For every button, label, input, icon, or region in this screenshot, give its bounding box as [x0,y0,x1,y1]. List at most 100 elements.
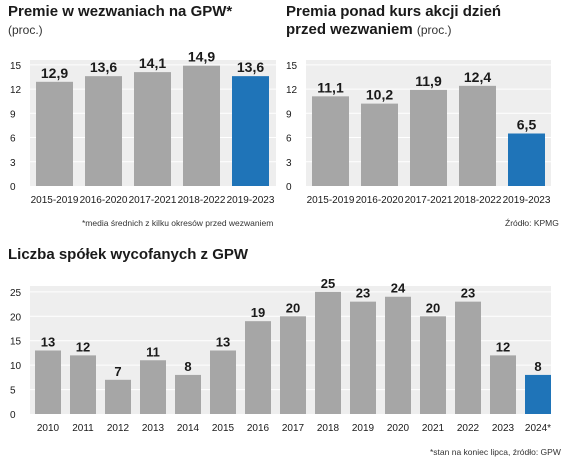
chart3-x-tick-label: 2011 [72,423,94,434]
chart2-bar [459,85,496,186]
chart3-x-tick-label: 2014 [177,423,200,434]
chart1-bar [85,76,122,186]
chart2-data-label: 11,9 [415,73,442,89]
chart2-bar [361,103,398,186]
chart1-x-tick-label: 2018-2022 [178,195,226,206]
chart3-bar [245,321,271,414]
chart2-x-tick-label: 2015-2019 [307,195,355,206]
chart1-bar [134,72,171,186]
chart3-data-label: 23 [356,286,370,301]
chart3-bar [140,360,166,414]
chart3-bar [210,350,236,414]
chart1-x-tick-label: 2017-2021 [129,195,177,206]
chart2-title-line1: Premia ponad kurs akcji dzień [286,3,502,20]
chart3-data-label: 20 [286,300,300,315]
chart1-y-tick-label: 12 [10,85,22,96]
chart2-data-label: 10,2 [366,87,393,103]
chart1-title-text: Premie w wezwaniach na GPW* [8,3,233,20]
chart2-x-tick-label: 2017-2021 [405,195,453,206]
chart3-x-tick-label: 2022 [457,423,480,434]
chart1-bar [36,81,73,186]
chart2-x-tick-label: 2019-2023 [503,195,551,206]
chart3-data-label: 24 [391,281,406,296]
chart1-title: Premie w wezwaniach na GPW* [8,3,232,21]
chart2-data-label: 12,4 [464,69,491,85]
chart3-bar [385,296,411,414]
chart3-x-tick-label: 2013 [142,423,165,434]
chart2-y-tick-label: 6 [286,134,292,145]
chart3-data-label: 13 [216,334,230,349]
chart2-unit: (proc.) [416,23,452,37]
chart3-data-label: 20 [426,300,440,315]
chart1-unit-row: (proc.) [8,21,43,39]
chart3-bar [315,291,341,414]
chart1-unit: (proc.) [8,23,43,37]
chart3-data-label: 8 [184,359,191,374]
chart3-data-label: 11 [146,344,160,359]
chart2-y-tick-label: 3 [286,158,292,169]
chart1-data-label: 14,1 [139,55,166,71]
chart3-x-tick-label: 2012 [107,423,130,434]
chart1-y-tick-label: 3 [10,158,16,169]
chart3-data-label: 13 [41,334,55,349]
chart2-title-row2: przed wezwaniem (proc.) [286,21,452,39]
chart2-note: Źródło: KPMG [505,218,559,228]
chart3-title: Liczba spółek wycofanych z GPW [8,246,248,264]
chart1-data-label: 13,6 [237,59,264,75]
chart3-bar [420,316,446,414]
chart3-x-tick-label: 2023 [492,423,515,434]
chart1-y-tick-label: 6 [10,134,16,145]
chart3-bar [105,379,131,414]
chart3-note: *stan na koniec lipca, źródło: GPW [430,447,561,457]
chart3-bar [350,301,376,414]
chart2-bar [410,89,447,186]
chart3-bar [35,350,61,414]
chart3-bar [490,355,516,414]
chart3-data-label: 12 [496,339,510,354]
chart3-y-tick-label: 15 [10,337,22,348]
chart2-x-tick-label: 2016-2020 [356,195,404,206]
chart1-bar [183,65,220,186]
chart3-bar [280,316,306,414]
chart3-data-label: 25 [321,276,335,291]
chart1-x-tick-label: 2019-2023 [227,195,275,206]
chart1-data-label: 14,9 [188,49,215,65]
chart2-y-tick-label: 9 [286,109,292,120]
chart3-x-tick-label: 2018 [317,423,340,434]
chart3-data-label: 8 [534,359,541,374]
chart3-data-label: 23 [461,286,475,301]
chart3-x-tick-label: 2019 [352,423,375,434]
chart3-y-tick-label: 25 [10,288,22,299]
chart2-y-tick-label: 0 [286,182,292,193]
chart3-data-label: 19 [251,305,265,320]
chart1-note: *media średnich z kilku okresów przed we… [82,218,274,228]
chart3-title-text: Liczba spółek wycofanych z GPW [8,246,249,263]
chart3-bar [175,374,201,414]
chart3-x-tick-label: 2017 [282,423,305,434]
chart2-bar [508,133,545,186]
chart3-y-tick-label: 0 [10,410,16,421]
chart2-data-label: 11,1 [317,79,344,95]
chart3-x-tick-label: 2015 [212,423,235,434]
chart2-bar [312,96,349,186]
chart3-y-tick-label: 10 [10,361,22,372]
chart1-bar [232,76,269,186]
chart1-y-tick-label: 15 [10,61,22,72]
chart2-y-tick-label: 12 [286,85,298,96]
chart2-data-label: 6,5 [517,117,537,133]
chart3-bar [455,301,481,414]
chart3-y-tick-label: 5 [10,386,16,397]
chart2-title: Premia ponad kurs akcji dzień [286,3,501,21]
chart1-x-tick-label: 2015-2019 [31,195,79,206]
chart3-x-tick-label: 2020 [387,423,410,434]
chart3-x-tick-label: 2024* [525,423,551,434]
chart1-y-tick-label: 0 [10,182,16,193]
chart1-y-tick-label: 9 [10,109,16,120]
chart1-data-label: 13,6 [90,59,117,75]
chart3-data-label: 7 [114,364,121,379]
chart3-x-tick-label: 2021 [422,423,445,434]
chart1-data-label: 12,9 [41,65,68,81]
chart1-x-tick-label: 2016-2020 [80,195,128,206]
chart2-title-line2: przed wezwaniem [286,21,413,38]
